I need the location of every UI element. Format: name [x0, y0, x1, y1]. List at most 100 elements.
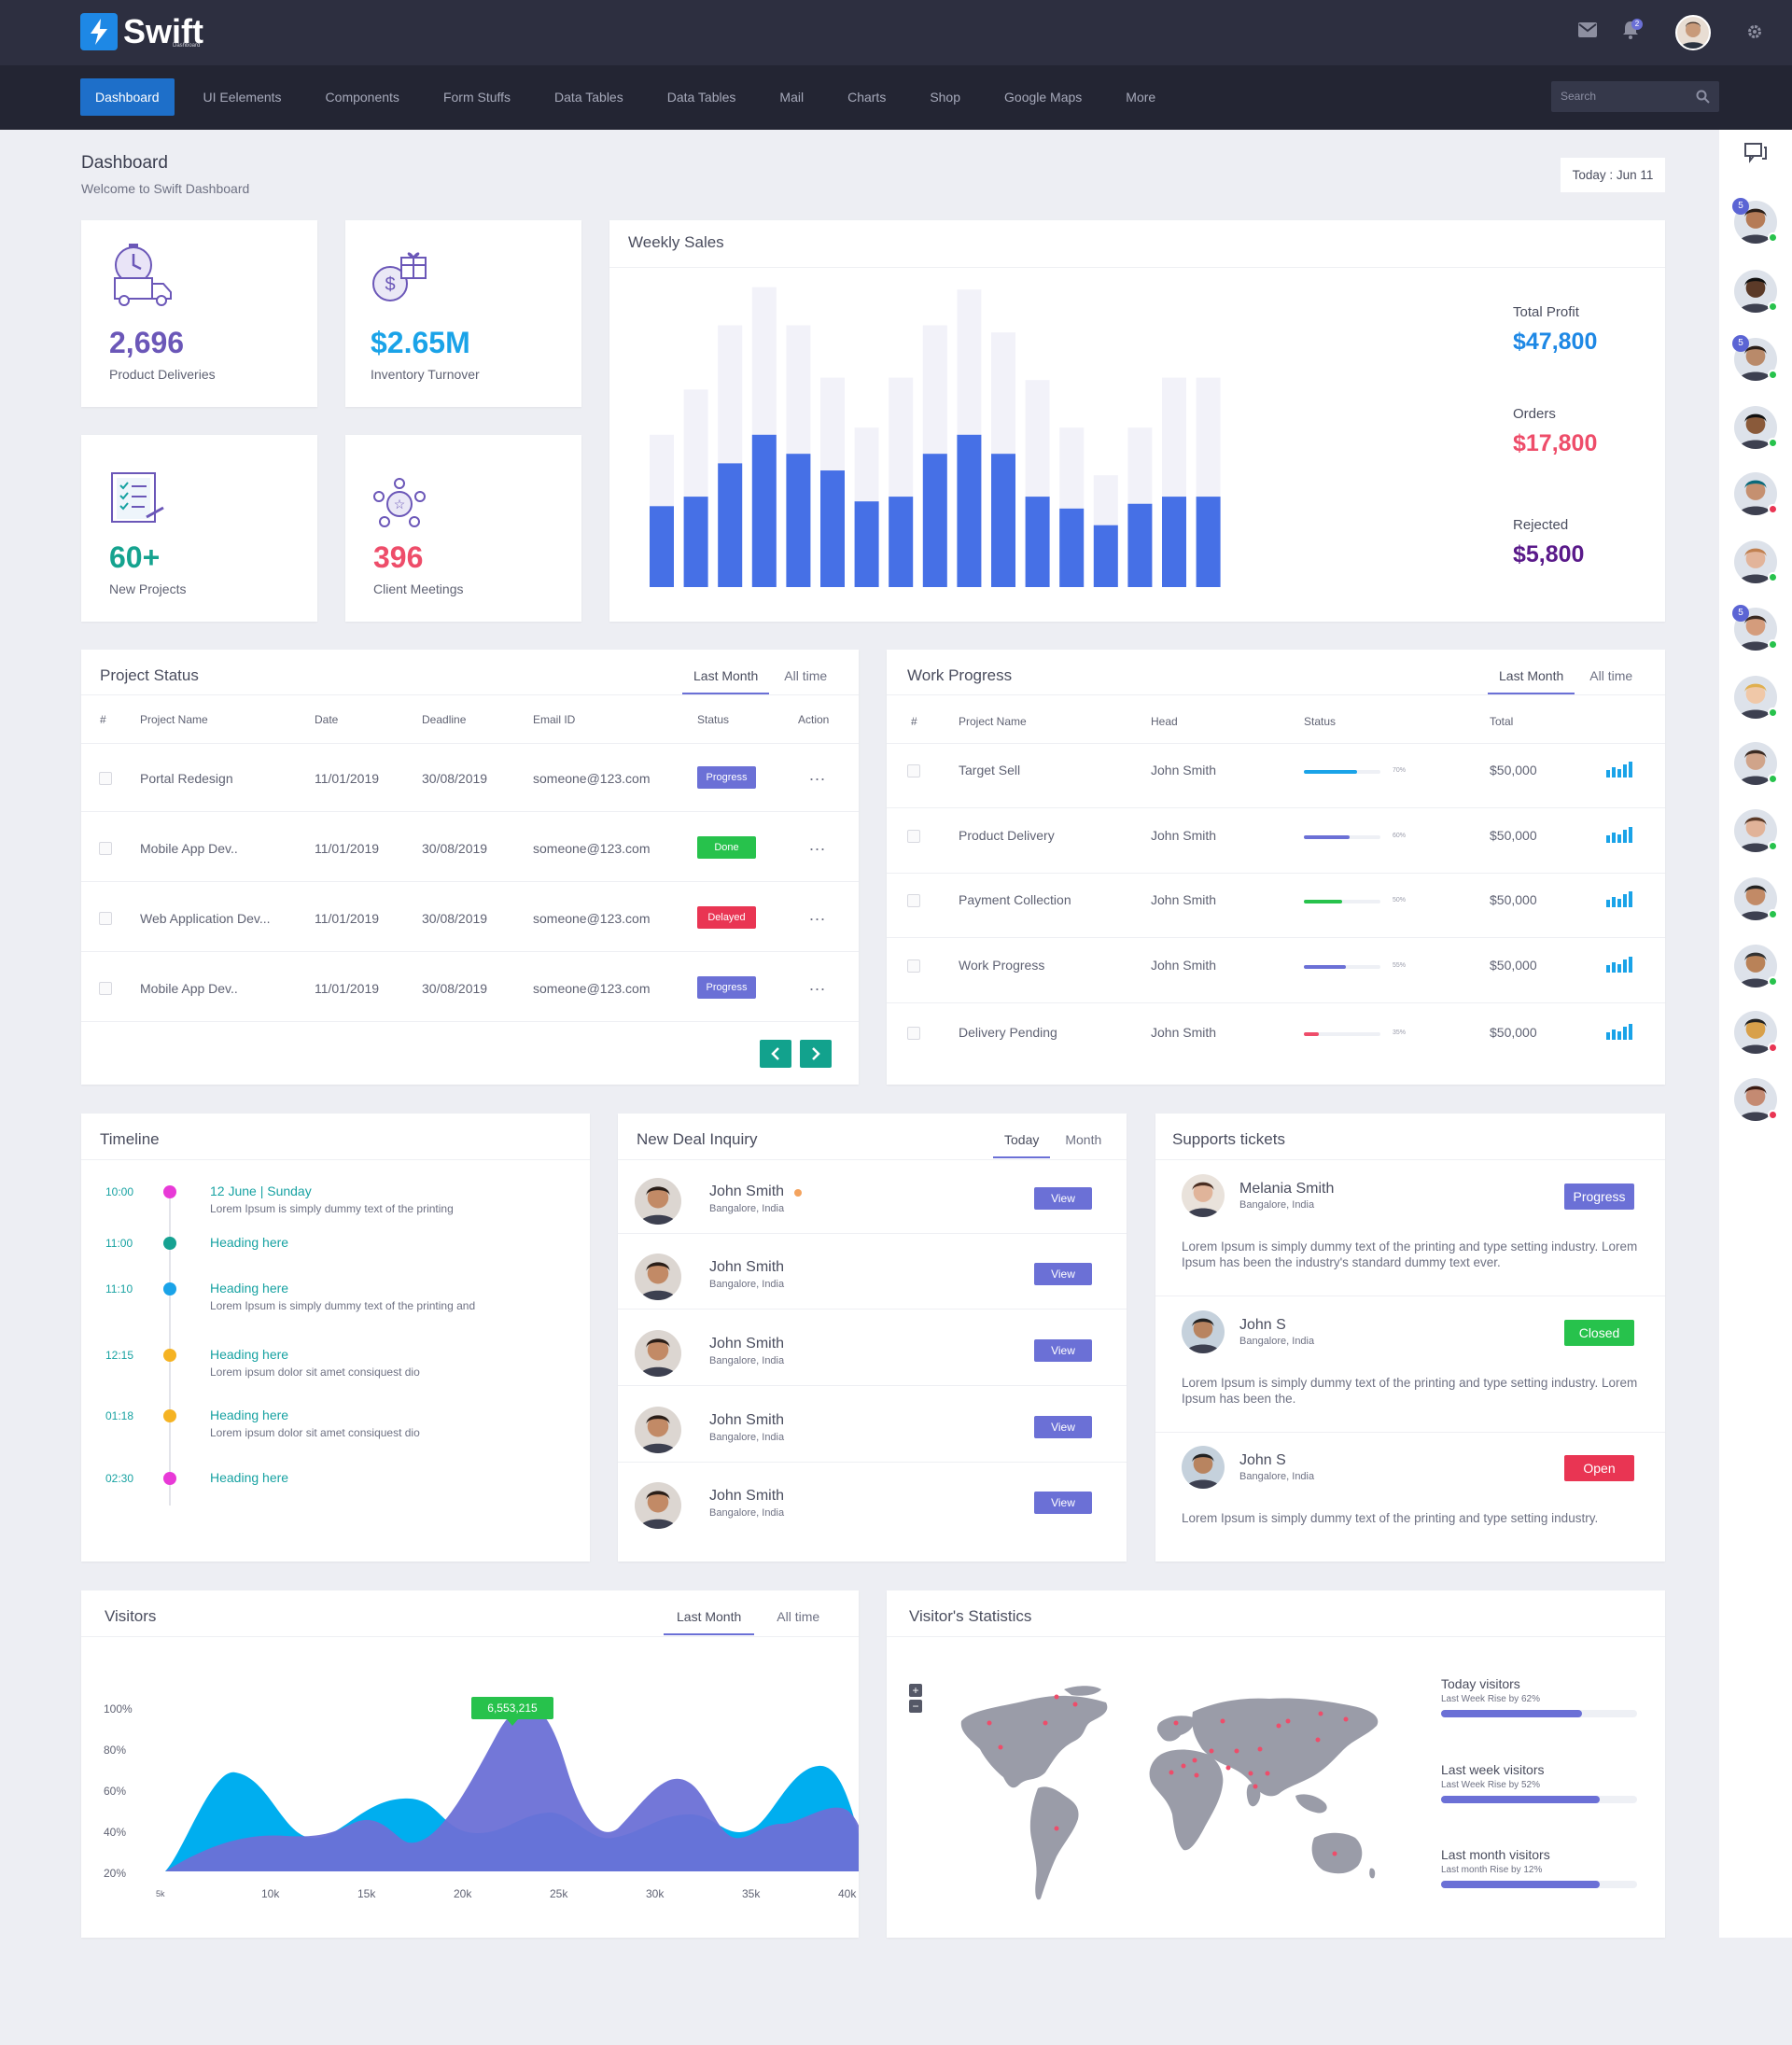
search-icon[interactable]: [1696, 90, 1710, 104]
bar[interactable]: [786, 454, 811, 587]
row-checkbox[interactable]: [907, 959, 920, 973]
tab-all-time[interactable]: All time: [784, 668, 828, 683]
row-total: $50,000: [1490, 763, 1537, 777]
bar[interactable]: [1059, 508, 1085, 587]
bar[interactable]: [683, 497, 708, 587]
row-checkbox[interactable]: [99, 772, 112, 785]
nav-google-maps[interactable]: Google Maps: [1004, 90, 1083, 105]
bar[interactable]: [854, 501, 879, 587]
tab-month[interactable]: Month: [1065, 1132, 1102, 1147]
status-dot: [1768, 976, 1778, 987]
timeline-text: Lorem ipsum dolor sit amet consiquest di…: [210, 1366, 420, 1379]
contact-avatar[interactable]: [1734, 540, 1777, 583]
contact-avatar[interactable]: [635, 1482, 681, 1529]
contact-avatar[interactable]: [1734, 338, 1777, 381]
nav-more[interactable]: More: [1126, 90, 1156, 105]
bar[interactable]: [1196, 497, 1221, 587]
nav-data-tables-2[interactable]: Data Tables: [666, 90, 736, 105]
x-tick-label: 10k: [261, 1887, 280, 1900]
bar-chart-icon[interactable]: [1606, 761, 1634, 777]
row-action-menu[interactable]: ...: [809, 975, 827, 994]
mail-icon[interactable]: [1578, 22, 1597, 37]
chevron-right-icon: [812, 1047, 820, 1060]
bar[interactable]: [957, 434, 982, 587]
contact-avatar[interactable]: [1734, 877, 1777, 920]
tab-last-month[interactable]: Last Month: [664, 1598, 755, 1635]
nav-ui-elements[interactable]: UI Eelements: [203, 90, 282, 105]
x-tick-label: 20k: [454, 1887, 472, 1900]
ticket-status-badge[interactable]: Closed: [1564, 1320, 1634, 1346]
world-map[interactable]: [952, 1684, 1400, 1917]
tab-all-time[interactable]: All time: [1589, 668, 1633, 683]
bar[interactable]: [1025, 497, 1050, 587]
ticket-status-badge[interactable]: Progress: [1564, 1184, 1634, 1210]
row-action-menu[interactable]: ...: [809, 765, 827, 784]
next-page-button[interactable]: [800, 1040, 832, 1068]
search-input[interactable]: Search: [1551, 81, 1719, 112]
view-button[interactable]: View: [1034, 1492, 1092, 1514]
row-checkbox[interactable]: [907, 830, 920, 843]
divider: [887, 873, 1665, 874]
status-dot: [1768, 232, 1778, 243]
nav-form-stuffs[interactable]: Form Stuffs: [442, 90, 511, 105]
project-email: someone@123.com: [533, 981, 651, 996]
contact-avatar[interactable]: [635, 1254, 681, 1300]
view-button[interactable]: View: [1034, 1263, 1092, 1285]
row-checkbox[interactable]: [907, 894, 920, 907]
bar[interactable]: [1093, 525, 1118, 587]
bar[interactable]: [751, 434, 777, 587]
contact-name: John Smith: [709, 1488, 785, 1504]
tab-today[interactable]: Today: [993, 1121, 1051, 1158]
bar[interactable]: [718, 463, 743, 587]
view-button[interactable]: View: [1034, 1416, 1092, 1438]
row-checkbox[interactable]: [99, 982, 112, 995]
contact-avatar[interactable]: [635, 1407, 681, 1453]
bar-chart-icon[interactable]: [1606, 956, 1634, 973]
visitor-stat-title: Last month visitors: [1441, 1847, 1550, 1862]
chat-icon[interactable]: [1744, 143, 1767, 163]
nav-mail[interactable]: Mail: [779, 90, 805, 105]
prev-page-button[interactable]: [760, 1040, 791, 1068]
contact-avatar[interactable]: [1734, 270, 1777, 313]
bar-chart-icon[interactable]: [1606, 1023, 1634, 1040]
contact-avatar[interactable]: [1734, 406, 1777, 449]
tab-last-month[interactable]: Last Month: [1488, 657, 1575, 694]
zoom-out-button[interactable]: −: [909, 1700, 922, 1713]
bar-chart-icon[interactable]: [1606, 826, 1634, 843]
bar[interactable]: [650, 506, 674, 587]
bar[interactable]: [889, 497, 914, 587]
nav-components[interactable]: Components: [325, 90, 399, 105]
brand-logo[interactable]: Swift: [80, 13, 203, 50]
row-action-menu[interactable]: ...: [809, 905, 827, 924]
bar[interactable]: [991, 454, 1015, 587]
row-checkbox[interactable]: [907, 764, 920, 777]
nav-data-tables[interactable]: Data Tables: [554, 90, 623, 105]
nav-dashboard[interactable]: Dashboard: [80, 78, 175, 116]
tab-all-time[interactable]: All time: [777, 1609, 820, 1624]
bar-chart-icon[interactable]: [1606, 890, 1634, 907]
view-button[interactable]: View: [1034, 1187, 1092, 1210]
ticket-avatar[interactable]: [1182, 1446, 1225, 1489]
tab-last-month[interactable]: Last Month: [682, 657, 770, 694]
bar[interactable]: [922, 454, 947, 587]
bar[interactable]: [820, 470, 845, 587]
view-button[interactable]: View: [1034, 1339, 1092, 1362]
row-action-menu[interactable]: ...: [809, 835, 827, 854]
zoom-in-button[interactable]: +: [909, 1684, 922, 1697]
bar[interactable]: [1127, 503, 1153, 587]
contact-avatar[interactable]: [635, 1330, 681, 1377]
bar[interactable]: [1162, 497, 1186, 587]
user-avatar[interactable]: [1675, 15, 1711, 50]
gear-icon[interactable]: [1747, 24, 1762, 39]
ticket-avatar[interactable]: [1182, 1174, 1225, 1217]
ticket-avatar[interactable]: [1182, 1310, 1225, 1353]
row-checkbox[interactable]: [99, 912, 112, 925]
date-badge[interactable]: Today : Jun 11: [1561, 158, 1665, 192]
contact-avatar[interactable]: [635, 1178, 681, 1225]
row-checkbox[interactable]: [907, 1027, 920, 1040]
nav-shop[interactable]: Shop: [930, 90, 961, 105]
row-checkbox[interactable]: [99, 842, 112, 855]
ticket-status-badge[interactable]: Open: [1564, 1455, 1634, 1481]
nav-charts[interactable]: Charts: [847, 90, 887, 105]
project-head: John Smith: [1151, 828, 1217, 843]
